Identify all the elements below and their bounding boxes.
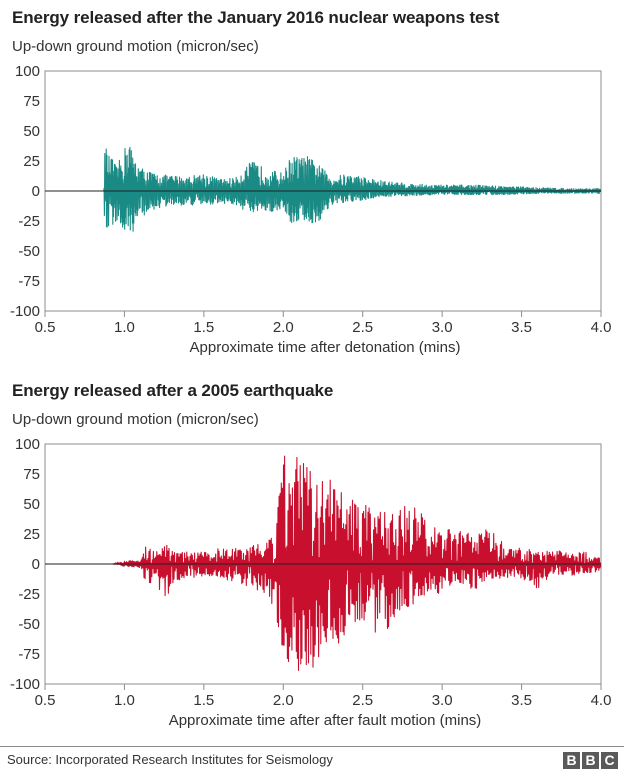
waveform-series-line <box>44 146 602 232</box>
y-tick-label: -25 <box>18 213 40 230</box>
y-tick-label: 25 <box>23 526 40 543</box>
y-tick-label: -100 <box>10 676 40 693</box>
x-axis-label: Approximate time after detonation (mins) <box>190 339 461 356</box>
x-tick-label: 1.5 <box>193 692 214 709</box>
bbc-logo-letter: C <box>601 752 618 769</box>
y-tick-label: 100 <box>15 63 40 80</box>
x-tick-label: 1.0 <box>114 319 135 336</box>
x-tick-label: 0.5 <box>35 692 56 709</box>
y-tick-label: 50 <box>23 123 40 140</box>
y-tick-label: -25 <box>18 586 40 603</box>
x-tick-label: 2.5 <box>352 692 373 709</box>
y-tick-label: 0 <box>32 183 40 200</box>
y-tick-label: -75 <box>18 273 40 290</box>
footer-divider <box>0 746 624 747</box>
chart-title-earthquake: Energy released after a 2005 earthquake <box>12 381 334 400</box>
waveform-series-line <box>45 455 602 671</box>
x-tick-label: 2.0 <box>273 319 294 336</box>
chart-subtitle-earthquake: Up-down ground motion (micron/sec) <box>12 411 259 428</box>
y-tick-label: -50 <box>18 243 40 260</box>
bbc-logo-letter: B <box>563 752 580 769</box>
x-tick-label: 3.0 <box>432 319 453 336</box>
y-tick-label: -50 <box>18 616 40 633</box>
x-tick-label: 3.5 <box>511 319 532 336</box>
x-tick-label: 4.0 <box>591 692 612 709</box>
x-tick-label: 2.5 <box>352 319 373 336</box>
x-axis-label: Approximate time after after fault motio… <box>169 712 482 729</box>
y-tick-label: 75 <box>23 466 40 483</box>
x-tick-label: 4.0 <box>591 319 612 336</box>
y-tick-label: 50 <box>23 496 40 513</box>
x-tick-label: 1.0 <box>114 692 135 709</box>
y-tick-label: -100 <box>10 303 40 320</box>
y-tick-label: 100 <box>15 436 40 453</box>
x-tick-label: 3.5 <box>511 692 532 709</box>
chart-subtitle-nuclear: Up-down ground motion (micron/sec) <box>12 38 259 55</box>
bbc-logo-letter: B <box>582 752 599 769</box>
source-text: Source: Incorporated Research Institutes… <box>7 752 333 767</box>
y-tick-label: 25 <box>23 153 40 170</box>
bbc-logo: B B C <box>563 752 618 769</box>
x-tick-label: 2.0 <box>273 692 294 709</box>
y-tick-label: 75 <box>23 93 40 110</box>
x-tick-label: 3.0 <box>432 692 453 709</box>
x-tick-label: 0.5 <box>35 319 56 336</box>
y-tick-label: 0 <box>32 556 40 573</box>
chart-title-nuclear: Energy released after the January 2016 n… <box>12 8 500 27</box>
x-tick-label: 1.5 <box>193 319 214 336</box>
y-tick-label: -75 <box>18 646 40 663</box>
